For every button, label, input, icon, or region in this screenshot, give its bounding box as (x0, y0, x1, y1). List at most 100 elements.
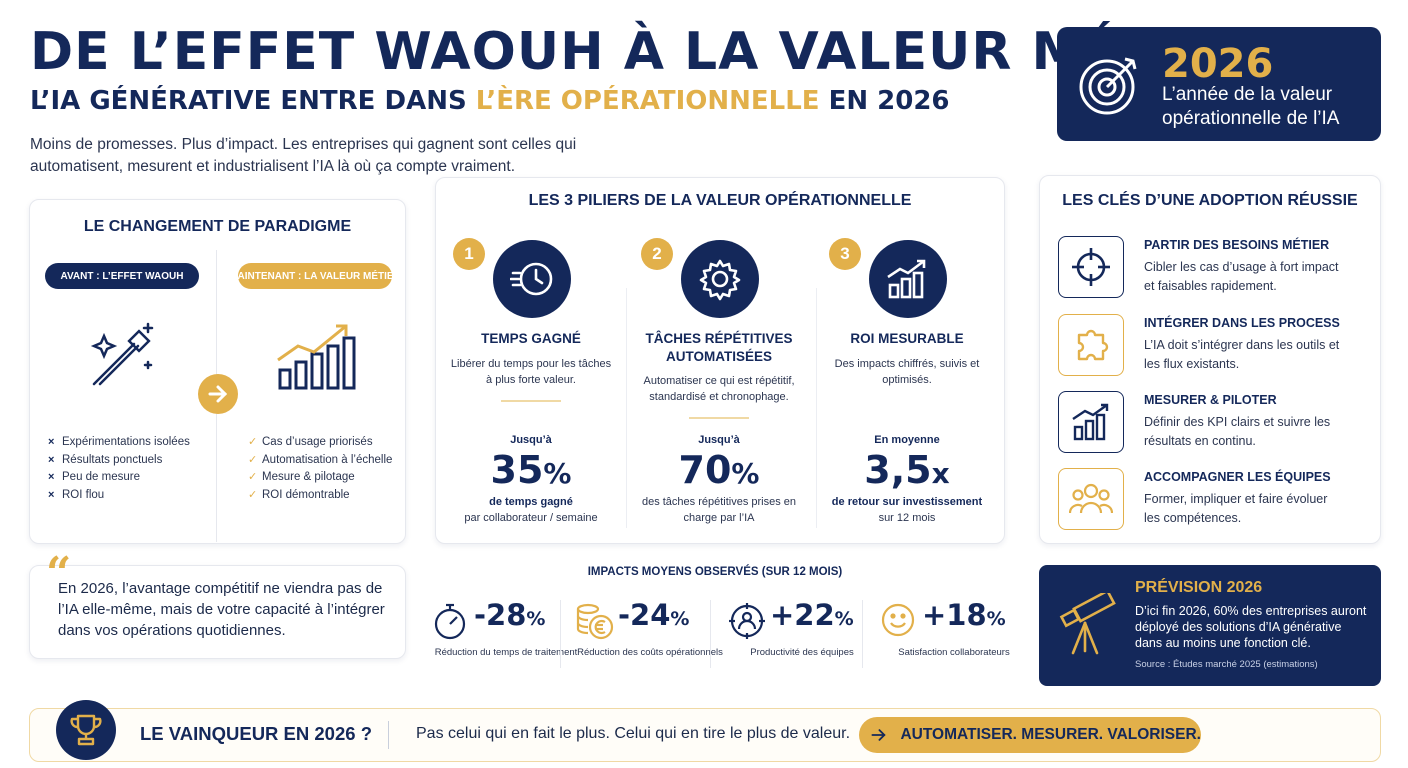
target-icon (1077, 53, 1141, 122)
impact-label: Productivité des équipes (750, 647, 854, 658)
impacts-title: IMPACTS MOYENS OBSERVÉS (SUR 12 MOIS) (587, 566, 843, 578)
impact-label: Satisfaction collaborateurs (898, 647, 1010, 658)
impact-separator (560, 600, 561, 668)
pillars-title: LES 3 PILIERS DE LA VALEUR OPÉRATIONNELL… (528, 192, 912, 209)
list-item: × Résultats ponctuels (48, 453, 163, 466)
impact-separator (710, 600, 711, 668)
key-desc: Définir des KPI clairs et suivre les rés… (1144, 415, 1331, 448)
bottom-banner: LE VAINQUEUR EN 2026 ? Pas celui qui en … (29, 708, 1381, 762)
pillar-value: 70% (678, 448, 760, 492)
list-item: ✓ Cas d’usage priorisés (248, 436, 373, 448)
pillar-sep (689, 417, 749, 419)
subtitle-pre: L’IA GÉNÉRATIVE ENTRE DANS (30, 86, 476, 116)
pillar-title: ROI MESURABLE (850, 331, 964, 346)
impact-value: -24% (618, 598, 690, 632)
pillar-prefix: Jusqu’à (510, 434, 552, 446)
pillar-1: 1 TEMPS GAGNÉ Libérer du temps pour les … (437, 228, 625, 538)
impact-label: Réduction des coûts opérationnels (577, 647, 723, 658)
impact-label: Réduction du temps de traitement (434, 647, 578, 658)
pillar-title: TEMPS GAGNÉ (481, 331, 581, 346)
impact-item: -28% Réduction du temps de traitement (432, 598, 578, 673)
telescope-icon (1057, 589, 1119, 660)
key-title: ACCOMPAGNER LES ÉQUIPES (1144, 470, 1331, 484)
after-pill: MAINTENANT : LA VALEUR MÉTIER (229, 263, 401, 289)
stopwatch-icon (432, 602, 468, 645)
subtitle-highlight: L’ÈRE OPÉRATIONNELLE (475, 86, 820, 116)
list-item: × Expérimentations isolées (48, 436, 190, 448)
impact-item: -24% Réduction des coûts opérationnels (576, 598, 723, 673)
team-icon (1058, 468, 1124, 530)
growth-chart-icon (276, 322, 356, 397)
pillar-2: 2 TÂCHES RÉPÉTITIVES AUTOMATISÉES Automa… (625, 228, 813, 538)
pillar-value: 35% (490, 448, 572, 492)
key-item: INTÉGRER DANS LES PROCESS L’IA doit s’in… (1058, 314, 1378, 378)
impact-value: -28% (474, 598, 546, 632)
pillar-desc: Des impacts chiffrés, suivis et optimisé… (834, 358, 980, 386)
banner-cta: AUTOMATISER. MESURER. VALORISER. (859, 717, 1201, 753)
quote-card: “ En 2026, l’avantage compétitif ne vien… (29, 548, 406, 659)
forecast-text: D’ici fin 2026, 60% des entreprises auro… (1135, 604, 1367, 650)
banner-text: Pas celui qui en fait le plus. Celui qui… (416, 725, 851, 742)
list-item: ✓ Mesure & pilotage (248, 471, 355, 483)
badge-year: 2026 (1162, 41, 1274, 87)
pillar-title: TÂCHES RÉPÉTITIVES AUTOMATISÉES (645, 331, 793, 364)
page-subtitle: L’IA GÉNÉRATIVE ENTRE DANS L’ÈRE OPÉRATI… (30, 86, 950, 116)
list-item: × Peu de mesure (48, 471, 140, 483)
crosshair-icon (1058, 236, 1124, 298)
forecast-card: PRÉVISION 2026 D’ici fin 2026, 60% des e… (1039, 565, 1381, 686)
bar-chart-icon (1058, 391, 1124, 453)
puzzle-icon (1058, 314, 1124, 376)
key-desc: Former, impliquer et faire évoluer les c… (1144, 492, 1328, 525)
trophy-icon (56, 700, 116, 760)
pillar-desc: Automatiser ce qui est répétitif, standa… (643, 375, 795, 403)
paradigm-title: LE CHANGEMENT DE PARADIGME (83, 218, 352, 235)
euro-coins-icon (576, 602, 614, 645)
pillar-separator (626, 288, 627, 528)
impact-value: +22% (770, 598, 854, 632)
page-title: DE L’EFFET WAOUH À LA VALEUR MÉTIER (30, 22, 1256, 82)
key-title: PARTIR DES BESOINS MÉTIER (1144, 238, 1330, 252)
list-item: ✓ Automatisation à l’échelle (248, 453, 393, 466)
pillar-prefix: En moyenne (874, 434, 940, 446)
key-item: PARTIR DES BESOINS MÉTIER Cibler les cas… (1058, 236, 1378, 300)
quote-mark-icon: “ (46, 548, 72, 599)
cta-label: AUTOMATISER. MESURER. VALORISER. (900, 726, 1201, 743)
key-desc: Cibler les cas d’usage à fort impact et … (1144, 260, 1339, 293)
after-list: ✓ Cas d’usage priorisés ✓ Automatisation à… (248, 434, 392, 504)
pillar-desc: Libérer du temps pour les tâches à plus … (450, 358, 612, 386)
impact-item: +18% Satisfaction collaborateurs (880, 598, 1020, 673)
key-title: INTÉGRER DANS LES PROCESS (1144, 316, 1340, 330)
badge-text: L’année de la valeur opérationnelle de l… (1162, 84, 1340, 129)
year-badge: 2026 L’année de la valeur opérationnelle… (1057, 27, 1381, 141)
pillar-3: 3 ROI MESURABLE Des impacts chiffrés, su… (813, 228, 1001, 538)
pillar-foot: de temps gagné par collaborateur / semain… (464, 496, 598, 524)
arrow-right-icon (871, 729, 886, 741)
pillar-sep (501, 400, 561, 402)
key-title: MESURER & PILOTER (1144, 393, 1277, 407)
key-item: MESURER & PILOTER Définir des KPI clairs… (1058, 391, 1378, 455)
pillar-separator (816, 288, 817, 528)
user-target-icon (728, 602, 766, 645)
banner-separator (388, 721, 389, 749)
pillar-number: 3 (829, 238, 861, 270)
pillars-card: LES 3 PILIERS DE LA VALEUR OPÉRATIONNELL… (435, 177, 1005, 544)
growth-chart-icon (869, 240, 947, 318)
quote-text: En 2026, l’avantage compétitif ne viendr… (58, 580, 385, 639)
paradigm-card: LE CHANGEMENT DE PARADIGME AVANT : L’EFF… (29, 199, 406, 544)
adoption-keys-card: LES CLÉS D’UNE ADOPTION RÉUSSIE PARTIR D… (1039, 175, 1381, 544)
fast-clock-icon (493, 240, 571, 318)
key-item: ACCOMPAGNER LES ÉQUIPES Former, implique… (1058, 468, 1378, 532)
list-item: ✓ ROI démontrable (248, 488, 350, 501)
forecast-title: PRÉVISION 2026 (1135, 579, 1263, 596)
before-list: × Expérimentations isolées × Résultats pon… (48, 434, 190, 504)
pillar-value: 3,5x (864, 448, 950, 492)
arrow-right-icon (198, 374, 238, 414)
keys-title: LES CLÉS D’UNE ADOPTION RÉUSSIE (1062, 192, 1358, 209)
banner-question: LE VAINQUEUR EN 2026 ? (140, 723, 372, 744)
key-desc: L’IA doit s’intégrer dans les outils et … (1144, 338, 1340, 371)
impact-value: +18% (922, 598, 1006, 632)
pillar-foot: de retour sur investissement sur 12 mois (831, 496, 983, 524)
forecast-source: Source : Études marché 2025 (estimations… (1135, 659, 1318, 670)
pillar-prefix: Jusqu’à (698, 434, 740, 446)
subtitle-post: EN 2026 (819, 86, 950, 116)
